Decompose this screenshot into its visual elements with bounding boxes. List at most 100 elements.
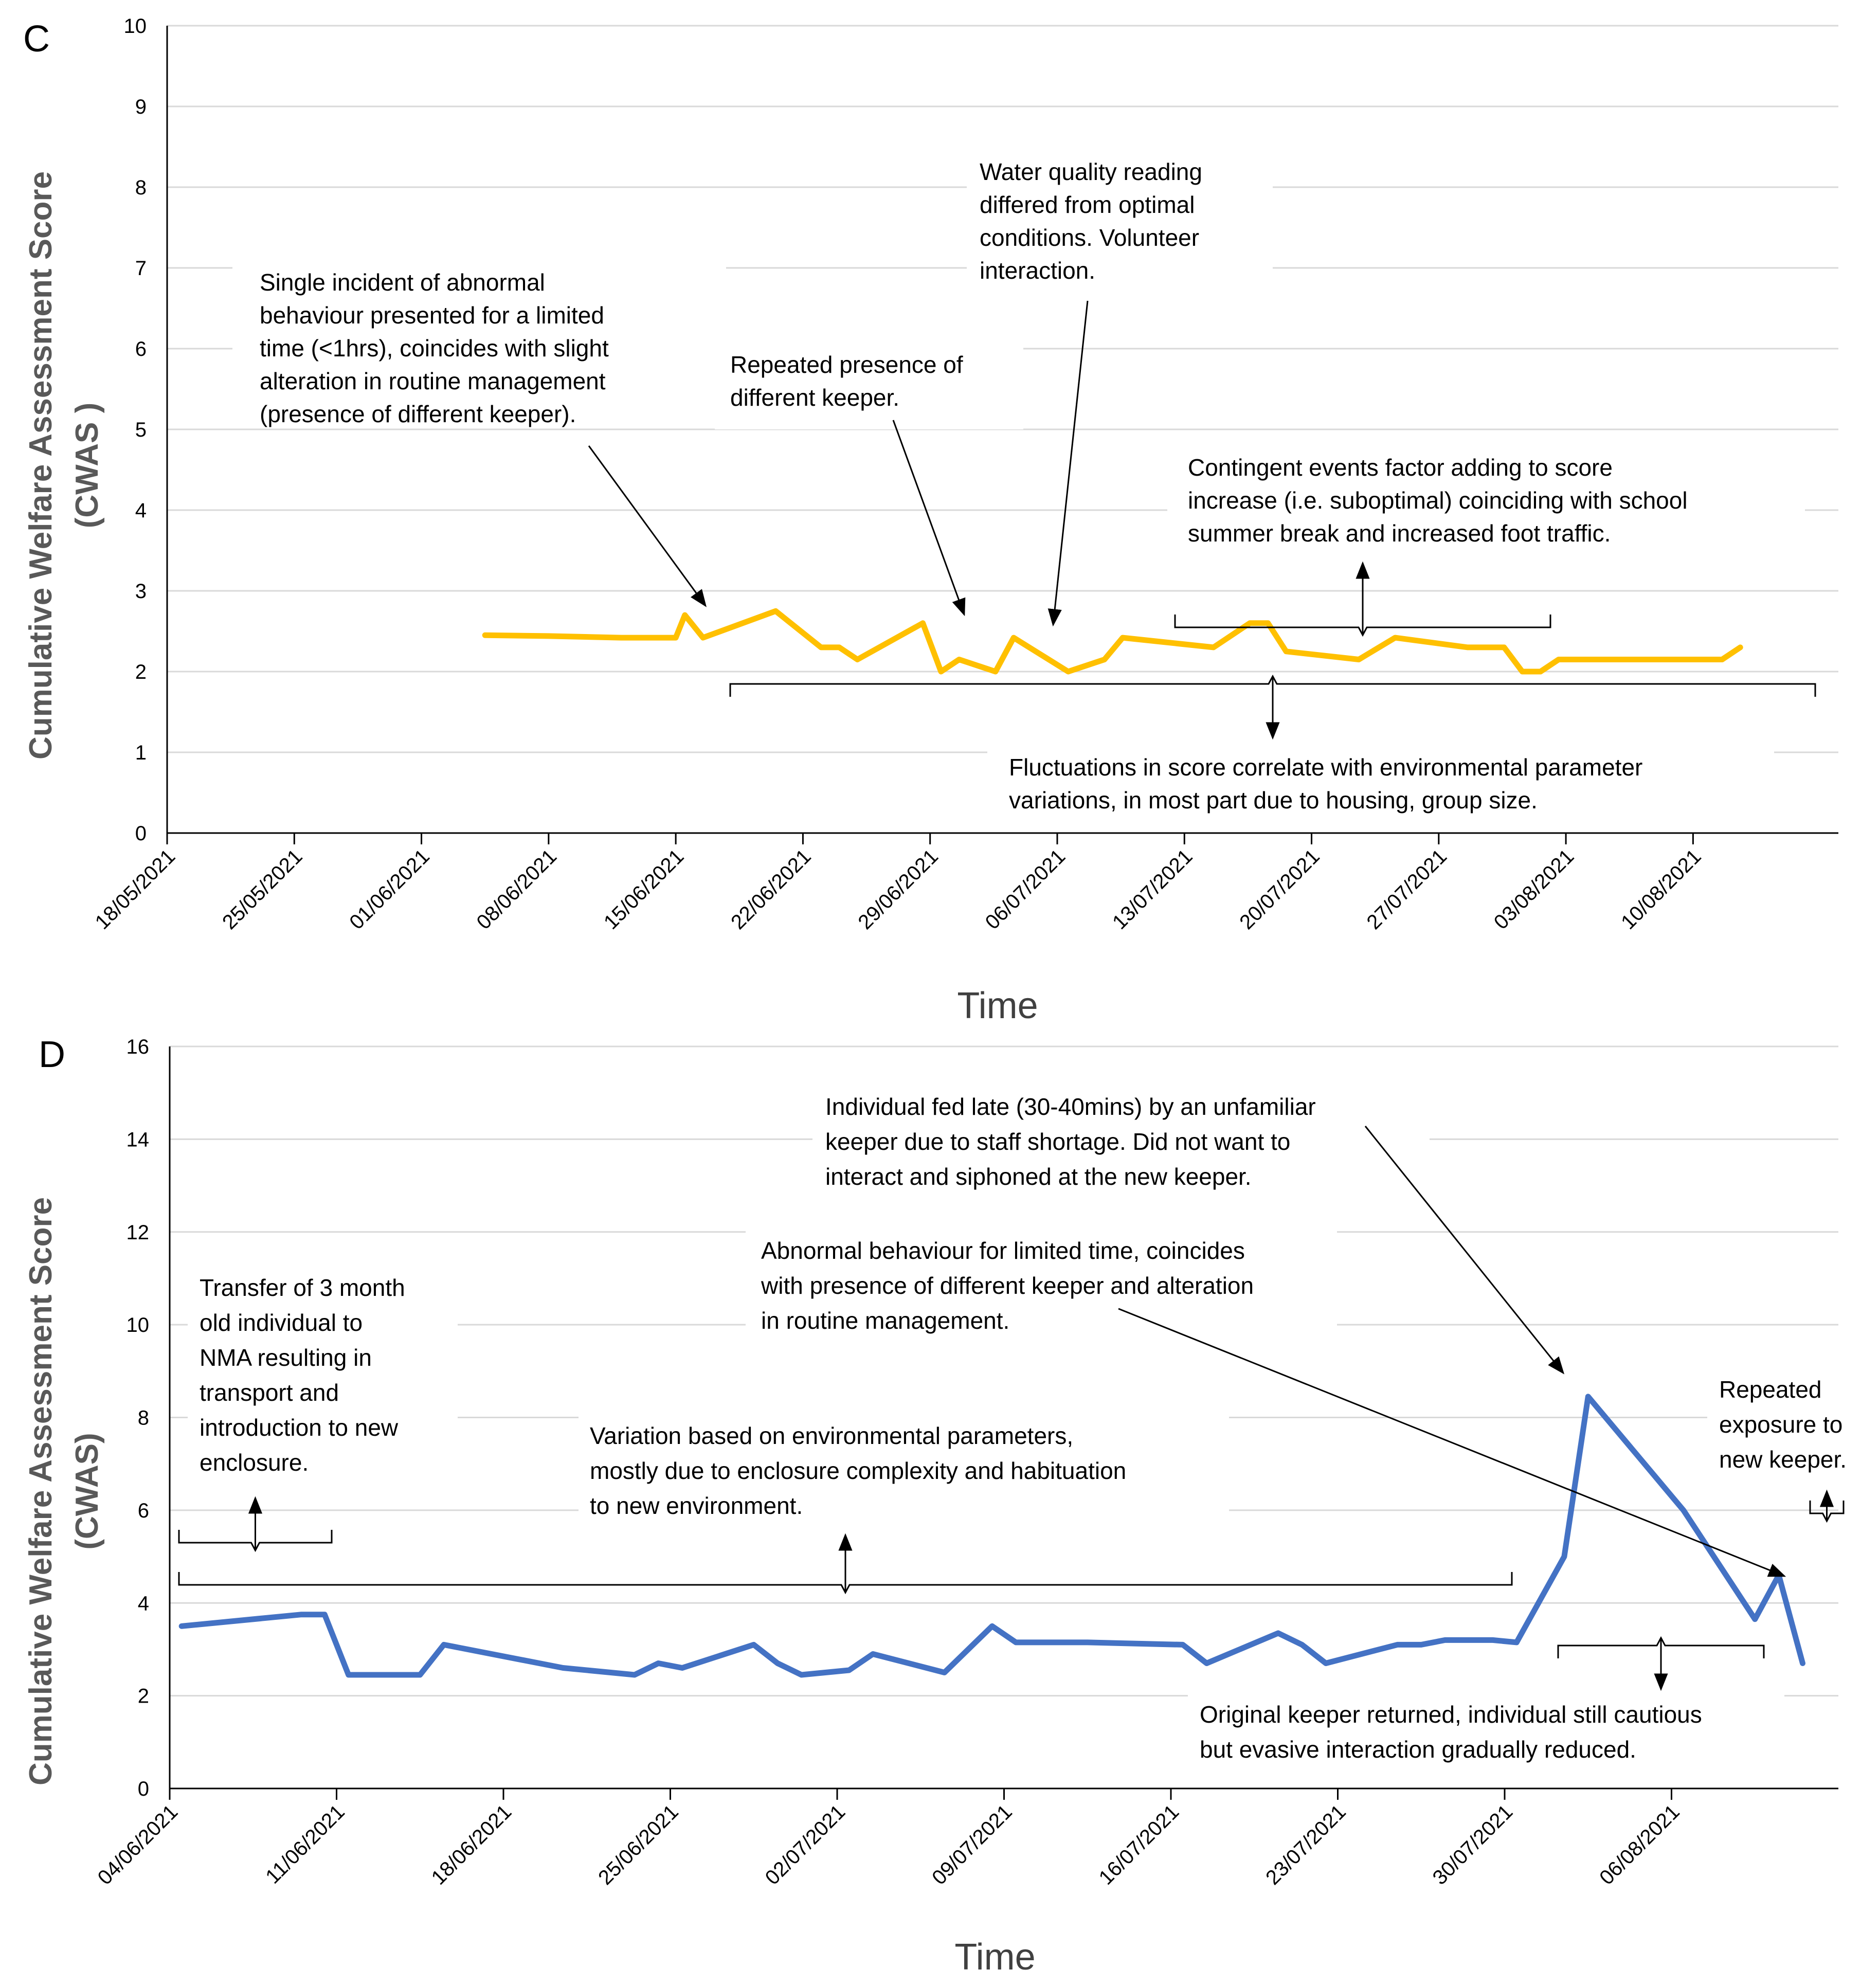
annotation-line: Variation based on environmental paramet…: [590, 1422, 1073, 1449]
y-tick-label: 16: [127, 1036, 150, 1058]
annotation-line: Repeated presence of: [730, 351, 963, 378]
y-tick-label: 2: [138, 1685, 149, 1708]
series-line-cwas: [482, 608, 1743, 675]
annotation-line: increase (i.e. suboptimal) coinciding wi…: [1188, 487, 1688, 514]
annotation-line: enclosure.: [200, 1449, 309, 1476]
annotation-background: [1167, 442, 1805, 553]
x-tick-label: 04/06/2021: [94, 1800, 183, 1889]
annotation-d6: Original keeper returned, individual sti…: [1200, 1701, 1702, 1763]
annotation-line: conditions. Volunteer: [980, 224, 1199, 251]
annotation-line: Individual fed late (30-40mins) by an un…: [825, 1093, 1316, 1120]
annotation-line: transport and: [200, 1379, 339, 1406]
annotation-line: Transfer of 3 month: [200, 1274, 405, 1301]
annotation-line: NMA resulting in: [200, 1344, 372, 1371]
annotation-line: Water quality reading: [980, 158, 1202, 185]
x-tick-label: 02/07/2021: [761, 1800, 850, 1889]
annotation-background: [1707, 1365, 1841, 1476]
annotation-line: introduction to new: [200, 1414, 399, 1441]
x-tick-label: 10/08/2021: [1617, 845, 1706, 934]
annotation-c2: Repeated presence of different keeper.: [730, 351, 963, 411]
x-tick-label: 06/08/2021: [1595, 1800, 1684, 1889]
pointer-arrow: [588, 445, 707, 607]
annotation-background: [746, 1229, 1337, 1342]
annotation-line: variations, in most part due to housing,…: [1009, 787, 1538, 814]
annotation-line: summer break and increased foot traffic.: [1188, 520, 1611, 547]
x-tick-label: 06/07/2021: [981, 845, 1070, 934]
y-axis-title: Cumulative Welfare Assessment Score: [23, 1197, 59, 1785]
y-axis-title: Cumulative Welfare Assessment Score: [23, 171, 59, 760]
chart-panel-d: D 0 2 4 6 8 10 12 14 16 04/06/2021 11/06/2021 18/0…: [23, 1034, 1847, 1978]
x-tick-label: 23/07/2021: [1261, 1800, 1350, 1889]
y-tick-label: 8: [135, 176, 147, 199]
annotation-c4: Contingent events factor adding to score…: [1188, 454, 1688, 547]
y-tick-label: 10: [124, 15, 147, 38]
y-tick-label: 6: [135, 338, 147, 360]
y-tick-label: 12: [127, 1221, 150, 1244]
y-tick-label: 0: [138, 1778, 149, 1800]
x-tick-label: 08/06/2021: [473, 845, 562, 934]
y-axis-title-unit: (CWAS ): [69, 403, 105, 529]
annotation-background: [715, 339, 1023, 429]
annotation-d5: Repeated exposure to new keeper.: [1719, 1376, 1847, 1473]
annotation-background: [188, 1265, 458, 1486]
annotation-c1: Single incident of abnormal behaviour pre…: [260, 269, 609, 427]
annotation-line: keeper due to staff shortage. Did not wa…: [825, 1128, 1290, 1155]
annotation-line: mostly due to enclosure complexity and h…: [590, 1457, 1126, 1484]
annotation-background: [1188, 1692, 1784, 1769]
annotation-line: Single incident of abnormal: [260, 269, 545, 296]
y-tick-label: 9: [135, 96, 147, 118]
annotation-d2: Variation based on environmental paramet…: [590, 1422, 1126, 1519]
x-tick-label: 13/07/2021: [1108, 845, 1197, 934]
y-tick-label: 10: [127, 1314, 150, 1336]
annotation-line: alteration in routine management: [260, 368, 606, 394]
annotation-line: exposure to: [1719, 1411, 1842, 1438]
y-axis-title-unit: (CWAS): [69, 1433, 105, 1549]
annotation-line: interaction.: [980, 257, 1095, 284]
pointer-arrow: [1118, 1308, 1786, 1577]
y-tick-label: 0: [135, 822, 147, 845]
annotation-line: Abnormal behaviour for limited time, coi…: [761, 1237, 1245, 1264]
annotation-line: with presence of different keeper and al…: [761, 1272, 1254, 1299]
annotation-line: Repeated: [1719, 1376, 1822, 1403]
pointer-arrow: [1364, 1126, 1565, 1375]
x-axis-title: Time: [957, 985, 1038, 1026]
series-line-cwas: [178, 1394, 1805, 1678]
y-tick-label: 3: [135, 580, 147, 603]
x-tick-label: 01/06/2021: [345, 845, 434, 934]
y-tick-label: 8: [138, 1407, 149, 1430]
annotation-background: [232, 247, 726, 424]
annotation-line: interact and siphoned at the new keeper.: [825, 1163, 1252, 1190]
annotation-background: [812, 1085, 1430, 1198]
annotation-d3: Abnormal behaviour for limited time, coi…: [761, 1237, 1254, 1334]
x-axis-title: Time: [954, 1937, 1035, 1978]
annotation-line: different keeper.: [730, 384, 899, 411]
x-tick-label: 30/07/2021: [1429, 1800, 1517, 1889]
y-tick-label: 6: [138, 1499, 149, 1522]
annotation-line: in routine management.: [761, 1307, 1009, 1334]
annotation-line: differed from optimal: [980, 191, 1195, 218]
pointer-arrow: [892, 420, 966, 617]
x-tick-label: 18/06/2021: [427, 1800, 516, 1889]
annotation-c3: Water quality reading differed from optim…: [980, 158, 1202, 284]
annotation-background: [967, 152, 1273, 301]
annotation-line: to new environment.: [590, 1492, 803, 1519]
annotation-d4: Individual fed late (30-40mins) by an un…: [825, 1093, 1316, 1190]
y-tick-label: 7: [135, 257, 147, 280]
pointer-arrow: [1047, 300, 1089, 627]
y-tick-label: 4: [135, 499, 147, 522]
y-tick-label: 14: [127, 1128, 150, 1151]
annotation-background: [987, 746, 1774, 823]
chart-panel-c: C 0 1 2 3 4 5 6 7 8 9 10 18/05/2021 25/05/2021 01/06…: [23, 15, 1838, 1026]
annotation-line: Original keeper returned, individual sti…: [1200, 1701, 1702, 1728]
annotation-line: but evasive interaction gradually reduce…: [1200, 1736, 1636, 1763]
annotation-d1: Transfer of 3 month old individual to NMA …: [200, 1274, 405, 1476]
annotation-c5: Fluctuations in score correlate with env…: [1009, 754, 1642, 814]
x-tick-label: 22/06/2021: [727, 845, 816, 934]
panel-label: C: [23, 19, 50, 60]
x-tick-label: 25/05/2021: [218, 845, 307, 934]
annotation-line: new keeper.: [1719, 1446, 1847, 1473]
x-tick-label: 09/07/2021: [928, 1800, 1017, 1889]
x-tick-label: 29/06/2021: [854, 845, 943, 934]
y-tick-label: 1: [135, 742, 147, 764]
